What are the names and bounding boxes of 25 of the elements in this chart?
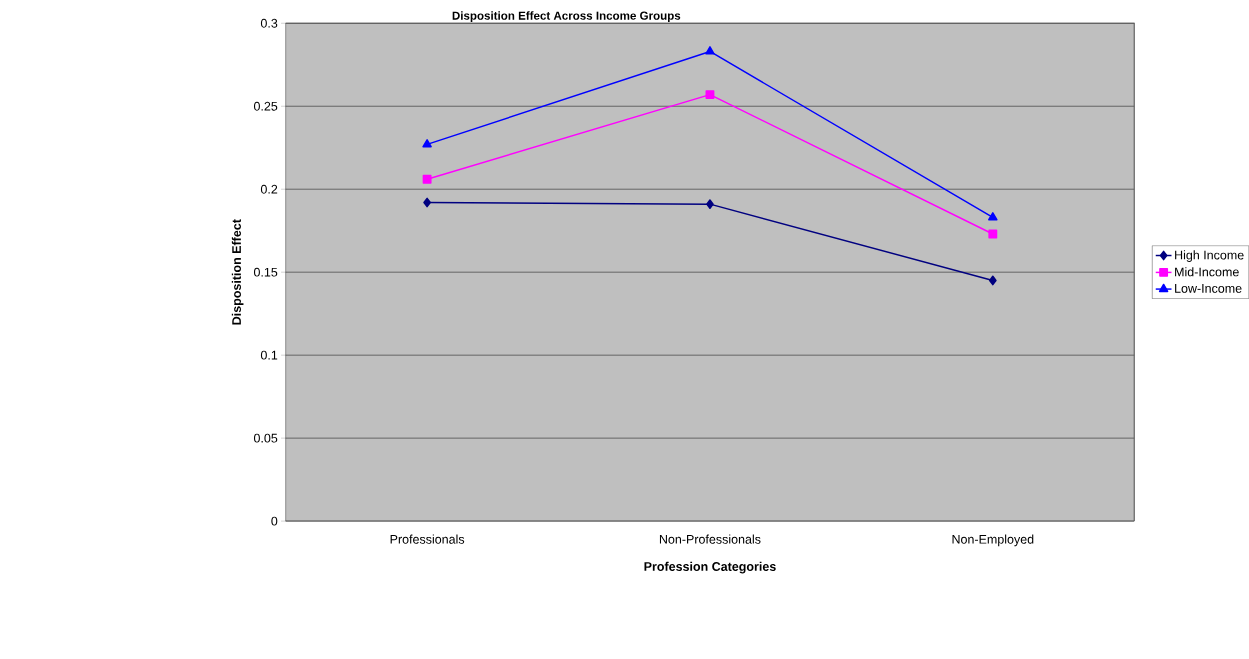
point <box>705 46 715 55</box>
y-tick-label: 0.25 <box>253 101 278 111</box>
y-axis-title: Disposition Effect <box>231 219 244 325</box>
x-tick-label: Non-Employed <box>952 534 1034 547</box>
point <box>706 199 714 210</box>
x-tick-label: Non-Professionals <box>659 534 761 544</box>
y-tick-label: 0.3 <box>260 18 278 28</box>
legend-label: High Income <box>1175 250 1244 263</box>
x-axis-title: Profession Categories <box>644 561 776 574</box>
y-tick-label: 0 <box>271 516 278 526</box>
point <box>423 197 431 208</box>
point <box>988 212 998 221</box>
point <box>705 90 715 100</box>
legend-label: Mid-Income <box>1175 267 1239 277</box>
y-tick-label: 0.1 <box>260 350 278 360</box>
y-tick-label: 0.2 <box>260 184 278 194</box>
y-tick-label: 0.05 <box>253 433 278 443</box>
legend-label: Low-Income <box>1175 284 1242 293</box>
point <box>988 275 997 286</box>
chart-title: Disposition Effect Across Income Groups <box>452 11 681 23</box>
point <box>988 229 998 239</box>
x-tick-label: Professionals <box>390 534 465 544</box>
point <box>422 174 432 184</box>
point <box>422 139 432 148</box>
y-tick-label: 0.15 <box>253 267 278 277</box>
